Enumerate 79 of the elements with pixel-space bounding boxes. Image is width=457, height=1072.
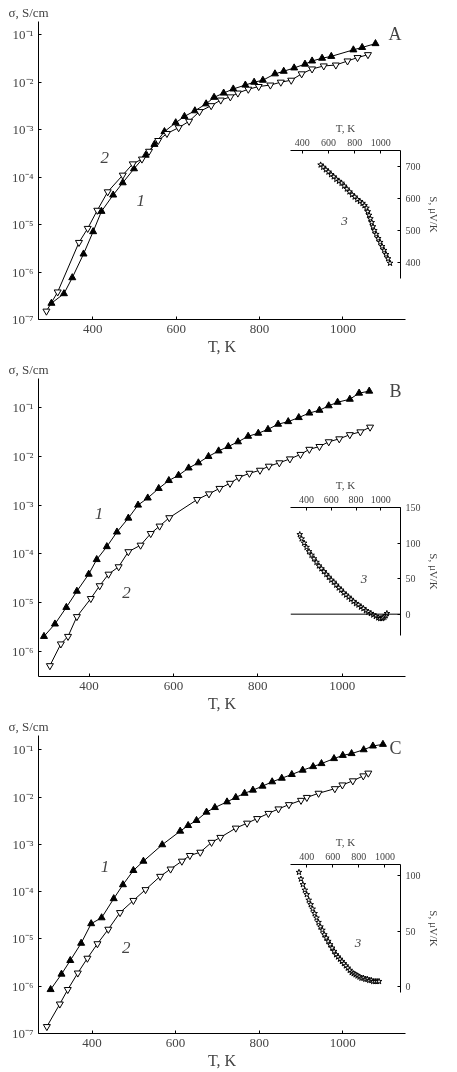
x-tick-label: 600: [166, 320, 186, 336]
x-tick-label: 800: [249, 1034, 269, 1050]
x-axis-title: T, K: [335, 478, 356, 491]
y-axis-title: S, μV/K: [427, 196, 440, 233]
y-tick-label: 0: [405, 608, 411, 620]
x-tick-label: 600: [325, 850, 341, 862]
x-tick-label: 800: [249, 320, 270, 336]
x-axis-title: T, K: [207, 694, 237, 712]
y-tick-label: 10⁻⁶: [11, 978, 34, 994]
chart-title: A: [388, 23, 402, 44]
chart-title: B: [389, 380, 402, 401]
y-tick-label: 100: [405, 537, 421, 549]
y-tick-label: 500: [405, 225, 421, 236]
chart-title: C: [389, 737, 402, 758]
x-axis-title: T, K: [335, 121, 356, 134]
annotation: 2: [122, 937, 132, 957]
x-tick-label: 600: [165, 1034, 186, 1050]
x-tick-label: 400: [299, 850, 315, 862]
x-tick-label: 400: [82, 320, 103, 336]
x-tick-label: 800: [248, 677, 268, 693]
y-tick-label: 10⁻⁵: [11, 931, 34, 947]
x-tick-label: 400: [299, 493, 315, 505]
x-tick-label: 1000: [370, 493, 391, 505]
y-tick-label: 10⁻³: [12, 122, 34, 138]
annotation: 3: [359, 570, 368, 586]
y-axis-title: σ, S/cm: [8, 4, 49, 20]
x-tick-label: 800: [351, 850, 367, 862]
y-tick-label: 10⁻⁶: [11, 264, 34, 280]
annotation: 1: [100, 857, 110, 877]
annotation: 1: [94, 504, 104, 524]
y-axis-title: σ, S/cm: [8, 718, 49, 734]
x-tick-label: 400: [82, 1034, 102, 1050]
y-tick-label: 400: [405, 257, 421, 268]
y-tick-label: 10⁻²: [12, 74, 34, 90]
x-axis-title: T, K: [207, 1051, 237, 1069]
annotation: 1: [136, 191, 145, 211]
x-tick-label: 600: [163, 677, 184, 693]
y-tick-label: 10⁻⁷: [11, 312, 34, 327]
y-axis-title: S, μV/K: [427, 910, 440, 947]
y-tick-label: 10⁻⁷: [11, 1026, 34, 1041]
y-tick-label: 10⁻¹: [12, 400, 34, 416]
annotation: 2: [100, 147, 110, 167]
x-axis-title: T, K: [207, 337, 237, 355]
x-tick-label: 400: [79, 677, 99, 693]
x-tick-label: 1000: [329, 320, 356, 336]
y-tick-label: 0: [405, 981, 411, 993]
y-axis-title: σ, S/cm: [8, 361, 49, 377]
y-tick-label: 10⁻²: [12, 448, 34, 464]
y-tick-label: 100: [405, 870, 421, 882]
x-tick-label: 1000: [329, 1034, 356, 1050]
x-tick-label: 400: [294, 136, 310, 148]
x-tick-label: 600: [323, 493, 339, 505]
x-tick-label: 800: [348, 493, 364, 505]
y-tick-label: 10⁻²: [12, 789, 34, 805]
x-tick-label: 1000: [370, 136, 391, 148]
y-tick-label: 10⁻⁵: [11, 594, 34, 610]
y-tick-label: 600: [405, 193, 421, 204]
y-tick-label: 10⁻⁴: [11, 546, 34, 562]
y-tick-label: 700: [405, 161, 421, 172]
annotation: 3: [353, 935, 362, 951]
x-axis-title: T, K: [335, 835, 356, 848]
x-tick-label: 600: [320, 136, 336, 148]
y-tick-label: 50: [405, 573, 416, 585]
x-tick-label: 800: [347, 136, 363, 148]
y-tick-label: 10⁻¹: [12, 742, 34, 758]
x-tick-label: 1000: [374, 850, 395, 862]
x-tick-label: 1000: [329, 677, 356, 693]
y-tick-label: 10⁻⁶: [11, 643, 34, 659]
y-tick-label: 10⁻¹: [12, 27, 34, 43]
y-tick-label: 10⁻⁴: [11, 169, 34, 185]
y-tick-label: 10⁻⁴: [11, 884, 34, 900]
y-axis-title: S, μV/K: [427, 553, 440, 590]
annotation: 3: [340, 213, 349, 229]
y-tick-label: 10⁻³: [12, 497, 34, 513]
y-tick-label: 50: [405, 925, 416, 937]
annotation: 2: [122, 582, 132, 602]
y-tick-label: 150: [405, 502, 421, 513]
y-tick-label: 10⁻⁵: [11, 217, 34, 233]
y-tick-label: 10⁻³: [12, 836, 34, 852]
